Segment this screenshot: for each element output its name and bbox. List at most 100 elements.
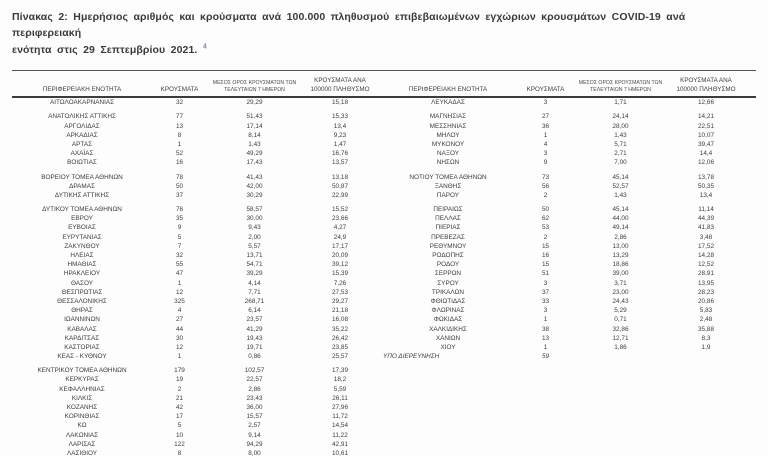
region-cell: ΖΑΚΥΝΘΟΥ bbox=[64, 242, 100, 250]
cases-cell: 55 bbox=[175, 261, 184, 269]
table-row: ΚΑΒΑΛΑΣ 44 41,29 35,22 ΧΑΛΚΙΔΙΚΗΣ 38 32,86 35,8… bbox=[12, 325, 756, 334]
per100k-cell: 39,12 bbox=[332, 261, 348, 269]
table-row: ΚΟΖΑΝΗΣ 42 36,00 27,96 bbox=[12, 404, 756, 413]
region-cell: ΑΡΤΑΣ bbox=[71, 140, 93, 148]
cases-cell: 32 bbox=[175, 99, 184, 107]
avg7-cell: 8,00 bbox=[248, 449, 261, 456]
per100k-cell: 2,48 bbox=[699, 316, 713, 324]
per100k-cell: 50,87 bbox=[332, 182, 348, 190]
region-cell: ΧΙΟΥ bbox=[440, 343, 456, 351]
region-cell: ΘΕΣΣΑΛΟΝΙΚΗΣ bbox=[57, 297, 107, 305]
table-row: ΚΑΣΤΟΡΙΑΣ 12 19,71 23,85 ΧΙΟΥ 1 1,86 1,9 bbox=[12, 343, 756, 352]
cases-cell: 33 bbox=[541, 297, 550, 305]
per100k-cell: 14,54 bbox=[332, 422, 348, 430]
caption-line-2: ενότητα στις 29 Σεπτεμβρίου 2021. bbox=[12, 43, 198, 56]
col-header-avg7-right: ΜΕΣΟΣ ΟΡΟΣ ΚΡΟΥΣΜΑΤΩΝ ΤΩΝ ΤΕΛΕΥΤΑΙΩΝ 7 Η… bbox=[578, 80, 663, 94]
per100k-cell: 22,99 bbox=[332, 191, 348, 199]
avg7-cell: 12,71 bbox=[612, 334, 629, 342]
table-row: ΒΟΙΩΤΙΑΣ 16 17,43 13,57 ΝΗΣΩΝ 9 7,00 12,06 bbox=[12, 159, 756, 168]
avg7-cell: 1,43 bbox=[614, 131, 627, 139]
region-cell: ΕΒΡΟΥ bbox=[71, 215, 93, 223]
cases-cell: 19 bbox=[175, 376, 184, 384]
caption-line-1: Πίνακας 2: Ημερήσιος αριθμός και κρούσμα… bbox=[12, 11, 686, 40]
col-header-cases-right: ΚΡΟΥΣΜΑΤΑ bbox=[526, 85, 565, 93]
per100k-cell: 17,17 bbox=[332, 242, 348, 250]
per100k-cell: 28,23 bbox=[698, 288, 714, 296]
per100k-cell: 27,96 bbox=[332, 404, 348, 411]
per100k-cell: 14,4 bbox=[699, 150, 713, 158]
avg7-cell: 7,00 bbox=[614, 159, 627, 167]
cases-cell: 9 bbox=[177, 224, 182, 232]
cases-cell: 2 bbox=[177, 385, 182, 393]
cases-cell: 44 bbox=[175, 325, 184, 333]
avg7-cell: 36,00 bbox=[246, 404, 263, 411]
region-cell: ΠΑΡΟΥ bbox=[436, 191, 460, 199]
table-row: ΖΑΚΥΝΘΟΥ 7 5,57 17,17 ΡΕΘΥΜΝΟΥ 15 13,00 17,52 bbox=[12, 242, 756, 251]
per100k-cell: 17,39 bbox=[332, 367, 348, 375]
cases-cell: 21 bbox=[175, 394, 184, 402]
cases-cell: 4 bbox=[543, 140, 548, 148]
per100k-cell: 21,18 bbox=[332, 307, 348, 315]
avg7-cell: 5,71 bbox=[614, 140, 627, 148]
per100k-cell: 1,9 bbox=[701, 343, 711, 351]
region-cell: ΛΕΥΚΑΔΑΣ bbox=[431, 99, 465, 107]
cases-cell: 16 bbox=[541, 252, 550, 259]
cases-cell: 15 bbox=[541, 242, 550, 250]
cases-cell: 13 bbox=[541, 334, 550, 342]
avg7-cell: 2,71 bbox=[614, 150, 627, 158]
per100k-cell: 15,33 bbox=[332, 113, 348, 121]
table-row: ΚΙΛΚΙΣ 21 23,43 26,11 bbox=[12, 394, 756, 403]
table-row: ΛΑΚΩΝΙΑΣ 10 9,14 11,22 bbox=[12, 431, 756, 440]
table-row: ΘΕΣΠΡΩΤΙΑΣ 12 7,71 27,53 ΤΡΙΚΑΛΩΝ 37 23,00 28,2… bbox=[12, 288, 756, 297]
cases-cell: 38 bbox=[541, 325, 550, 333]
avg7-cell: 41,43 bbox=[246, 173, 263, 181]
region-cell: ΚΟΖΑΝΗΣ bbox=[66, 404, 98, 411]
table-row: ΔΥΤΙΚΗΣ ΑΤΤΙΚΗΣ 37 30,29 22,99 ΠΑΡΟΥ 2 1,43 13,… bbox=[12, 191, 756, 200]
per100k-cell: 26,42 bbox=[332, 334, 348, 342]
avg7-cell: 19,71 bbox=[246, 343, 263, 351]
cases-cell: 47 bbox=[175, 270, 184, 278]
avg7-cell: 32,86 bbox=[612, 325, 629, 333]
table-row: ΚΕΦΑΛΛΗΝΙΑΣ 2 2,86 5,59 bbox=[12, 385, 756, 394]
table-row: ΛΑΡΙΣΑΣ 122 94,29 42,91 bbox=[12, 440, 756, 449]
cases-cell: 50 bbox=[541, 206, 550, 214]
region-cell: ΚΕΝΤΡΙΚΟΥ ΤΟΜΕΑ ΑΘΗΝΩΝ bbox=[37, 367, 127, 375]
per100k-cell: 27,53 bbox=[332, 288, 348, 296]
avg7-cell: 52,57 bbox=[612, 182, 629, 190]
region-cell: ΜΗΛΟΥ bbox=[436, 131, 460, 139]
per100k-cell: 5,59 bbox=[333, 385, 347, 393]
per100k-cell: 1,47 bbox=[333, 140, 347, 148]
cases-cell: 122 bbox=[174, 440, 185, 448]
avg7-cell: 28,00 bbox=[612, 122, 629, 130]
table-row: ΑΝΑΤΟΛΙΚΗΣ ΑΤΤΙΚΗΣ 77 51,43 15,33 ΜΑΓΝΗΣΙΑΣ 2… bbox=[12, 113, 756, 122]
region-cell: ΕΥΒΟΙΑΣ bbox=[68, 224, 96, 232]
col-header-cases-left: ΚΡΟΥΣΜΑΤΑ bbox=[160, 85, 199, 93]
region-cell: ΡΕΘΥΜΝΟΥ bbox=[429, 242, 467, 250]
cases-cell: 37 bbox=[175, 191, 184, 199]
cases-cell: 17 bbox=[175, 413, 184, 421]
region-cell: ΡΟΔΟΠΗΣ bbox=[432, 252, 464, 259]
region-cell: ΜΑΓΝΗΣΙΑΣ bbox=[429, 113, 467, 121]
avg7-cell: 41,29 bbox=[246, 325, 263, 333]
avg7-cell: 0,71 bbox=[614, 316, 627, 324]
cases-cell: 56 bbox=[541, 182, 550, 190]
cases-cell: 3 bbox=[543, 99, 548, 107]
avg7-cell: 2,86 bbox=[248, 385, 261, 393]
per100k-cell: 11,14 bbox=[698, 206, 714, 214]
per100k-cell: 41,83 bbox=[698, 224, 714, 232]
avg7-cell: 30,00 bbox=[246, 215, 263, 223]
avg7-cell: 3,71 bbox=[614, 279, 627, 287]
table-row: ΔΡΑΜΑΣ 50 42,00 50,87 ΞΑΝΘΗΣ 56 52,57 50,35 bbox=[12, 182, 756, 191]
table-row: ΚΑΡΔΙΤΣΑΣ 30 19,43 26,42 ΧΑΝΙΩΝ 13 12,71 8,3 bbox=[12, 334, 756, 343]
footnote-ref: 4 bbox=[202, 43, 207, 51]
cases-cell: 3 bbox=[543, 279, 548, 287]
cases-cell: 1 bbox=[543, 316, 548, 324]
per100k-cell: 23,66 bbox=[332, 215, 348, 223]
cases-cell: 59 bbox=[541, 353, 550, 361]
region-cell: ΑΡΚΑΔΙΑΣ bbox=[66, 131, 98, 139]
per100k-cell: 13,18 bbox=[332, 173, 348, 181]
region-cell: ΚΑΒΑΛΑΣ bbox=[67, 325, 97, 333]
region-cell: ΜΥΚΟΝΟΥ bbox=[431, 140, 465, 148]
cases-cell: 2 bbox=[543, 191, 548, 199]
